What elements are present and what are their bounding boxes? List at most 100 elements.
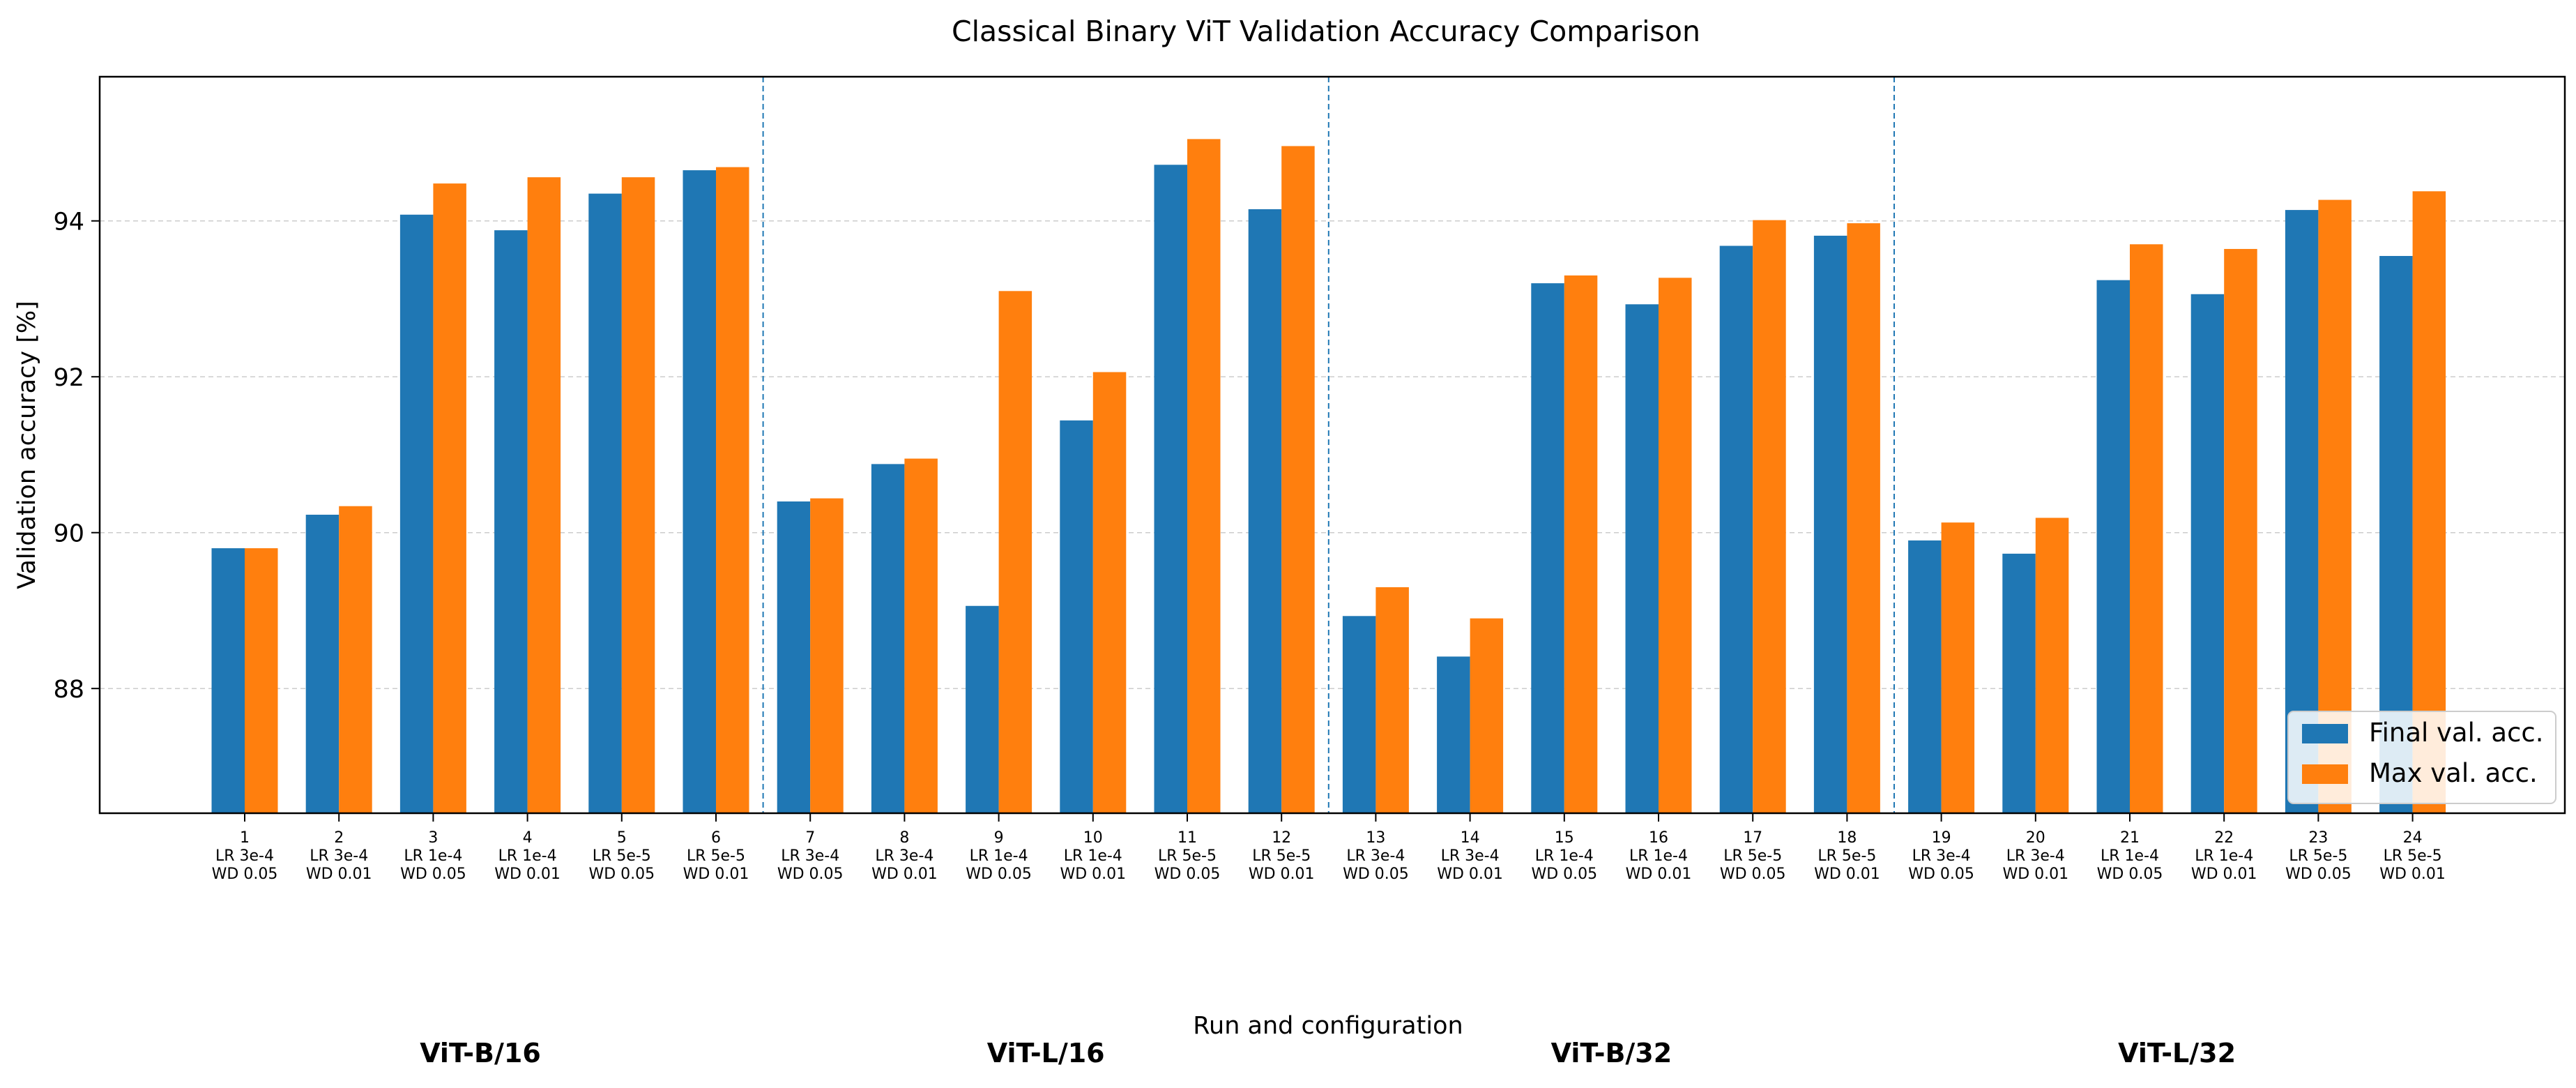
bar-max-val-acc: [2035, 517, 2069, 813]
x-tick-run: 2: [334, 829, 344, 847]
x-tick-run: 5: [617, 829, 627, 847]
legend-box: [2287, 711, 2556, 804]
x-tick-lr: LR 1e-4: [2101, 847, 2159, 865]
x-tick-wd: WD 0.01: [494, 866, 561, 883]
bar-final-val-acc: [2190, 294, 2225, 813]
x-tick-wd: WD 0.01: [306, 866, 372, 883]
bar-max-val-acc: [716, 167, 749, 814]
bar-final-val-acc: [494, 230, 528, 814]
x-tick-wd: WD 0.01: [2379, 866, 2446, 883]
x-tick-wd: WD 0.05: [966, 866, 1032, 883]
x-tick-wd: WD 0.05: [777, 866, 844, 883]
bar-final-val-acc: [1248, 209, 1282, 813]
x-tick-lr: LR 5e-5: [2384, 847, 2442, 865]
x-tick-wd: WD 0.05: [2097, 866, 2163, 883]
bar-max-val-acc: [1187, 139, 1221, 813]
bar-max-val-acc: [433, 183, 466, 814]
y-tick-label: 88: [53, 676, 84, 704]
x-tick-lr: LR 3e-4: [781, 847, 839, 865]
legend-label: Max val. acc.: [2369, 758, 2538, 788]
x-tick-run: 1: [240, 829, 250, 847]
x-tick-wd: WD 0.01: [1814, 866, 1880, 883]
x-tick-run: 9: [994, 829, 1004, 847]
x-tick-wd: WD 0.05: [1720, 866, 1786, 883]
x-tick-run: 4: [523, 829, 533, 847]
chart-title: Classical Binary ViT Validation Accuracy…: [952, 15, 1700, 48]
x-tick-lr: LR 5e-5: [687, 847, 745, 865]
x-tick-wd: WD 0.05: [2285, 866, 2352, 883]
x-tick-lr: LR 1e-4: [2195, 847, 2253, 865]
bar-final-val-acc: [1060, 420, 1093, 813]
x-tick-lr: LR 5e-5: [1252, 847, 1311, 865]
bar-final-val-acc: [871, 464, 905, 813]
bars: [211, 139, 2446, 814]
x-tick-wd: WD 0.01: [871, 866, 938, 883]
bar-final-val-acc: [1625, 304, 1659, 813]
bar-final-val-acc: [1531, 283, 1564, 814]
x-tick-run: 22: [2214, 829, 2234, 847]
bar-max-val-acc: [1092, 372, 1127, 813]
x-tick-lr: LR 3e-4: [1441, 847, 1500, 865]
x-tick-run: 14: [1461, 829, 1480, 847]
x-tick-lr: LR 5e-5: [2289, 847, 2347, 865]
x-tick-run: 23: [2308, 829, 2328, 847]
x-tick-lr: LR 5e-5: [1817, 847, 1876, 865]
x-tick-wd: WD 0.01: [1437, 866, 1503, 883]
x-tick-wd: WD 0.01: [2191, 866, 2257, 883]
x-tick-lr: LR 3e-4: [2006, 847, 2065, 865]
x-tick-run: 24: [2403, 829, 2423, 847]
bar-final-val-acc: [1813, 235, 1847, 813]
x-tick-wd: WD 0.05: [588, 866, 655, 883]
bar-max-val-acc: [904, 458, 938, 813]
bar-max-val-acc: [1941, 522, 1975, 813]
bar-max-val-acc: [245, 548, 278, 813]
bar-final-val-acc: [399, 214, 434, 813]
x-tick-run: 7: [805, 829, 815, 847]
x-tick-lr: LR 1e-4: [404, 847, 462, 865]
group-label: ViT-L/16: [987, 1038, 1105, 1068]
bar-max-val-acc: [339, 506, 372, 813]
bar-max-val-acc: [2130, 244, 2163, 813]
x-tick-lr: LR 3e-4: [875, 847, 933, 865]
group-label: ViT-L/32: [2118, 1038, 2236, 1068]
bar-max-val-acc: [1470, 618, 1504, 813]
x-tick-lr: LR 1e-4: [1629, 847, 1688, 865]
x-tick-wd: WD 0.01: [1249, 866, 1315, 883]
x-tick-run: 20: [2026, 829, 2045, 847]
bar-max-val-acc: [1281, 146, 1315, 813]
x-tick-wd: WD 0.05: [1343, 866, 1409, 883]
x-tick-run: 18: [1837, 829, 1857, 847]
y-tick-label: 94: [53, 209, 84, 236]
x-tick-run: 3: [428, 829, 438, 847]
legend-label: Final val. acc.: [2369, 718, 2544, 748]
x-tick-run: 17: [1743, 829, 1762, 847]
y-tick-label: 92: [53, 364, 84, 392]
bar-final-val-acc: [1154, 165, 1187, 813]
x-tick-wd: WD 0.05: [1154, 866, 1221, 883]
x-tick-lr: LR 5e-5: [1723, 847, 1782, 865]
bar-max-val-acc: [621, 177, 655, 814]
bar-max-val-acc: [998, 291, 1032, 813]
bar-max-val-acc: [810, 498, 844, 813]
bar-final-val-acc: [1342, 616, 1376, 813]
x-tick-run: 15: [1555, 829, 1574, 847]
bar-max-val-acc: [1753, 220, 1786, 814]
x-tick-run: 19: [1932, 829, 1951, 847]
bar-max-val-acc: [1659, 278, 1692, 813]
x-tick-lr: LR 3e-4: [310, 847, 368, 865]
x-tick-run: 11: [1178, 829, 1197, 847]
y-axis-label: Validation accuracy [%]: [13, 301, 41, 589]
x-tick-wd: WD 0.01: [1060, 866, 1126, 883]
bar-final-val-acc: [1908, 540, 1942, 813]
legend-swatch: [2302, 764, 2348, 784]
bar-final-val-acc: [211, 548, 245, 813]
bar-final-val-acc: [1719, 245, 1753, 813]
bar-final-val-acc: [1437, 656, 1470, 813]
x-tick-wd: WD 0.05: [400, 866, 466, 883]
x-tick-run: 13: [1366, 829, 1385, 847]
bar-max-val-acc: [1564, 275, 1598, 813]
group-label: ViT-B/32: [1551, 1038, 1672, 1068]
y-axis-ticks: 88 90 92 94: [53, 209, 100, 704]
x-axis-label: Run and configuration: [1193, 1012, 1463, 1040]
